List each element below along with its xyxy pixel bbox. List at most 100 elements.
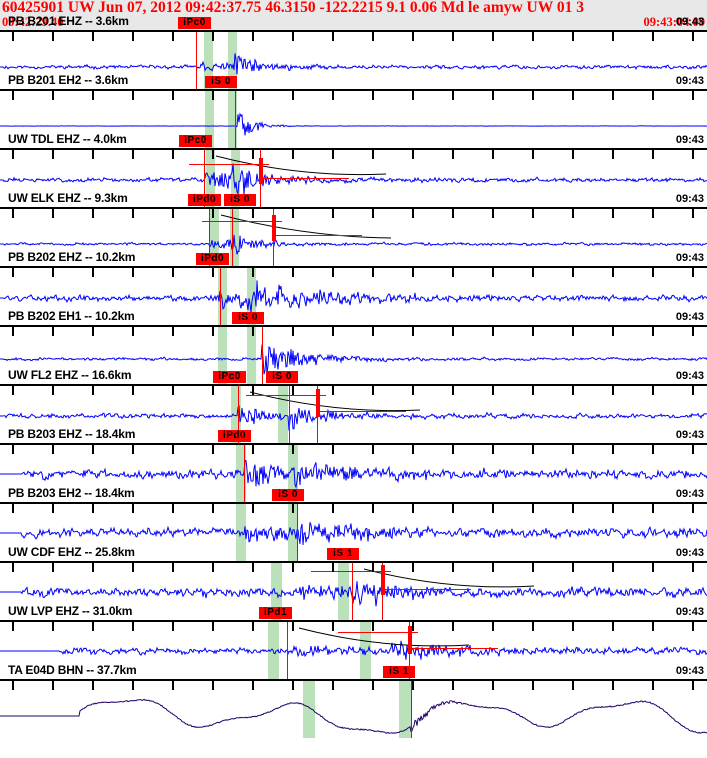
time-axis bbox=[0, 679, 707, 681]
amplitude-marker[interactable] bbox=[408, 626, 412, 654]
axis-tick bbox=[172, 445, 174, 454]
trace-time-label: 09:43 bbox=[675, 311, 704, 323]
phase-pick-line[interactable] bbox=[262, 325, 263, 384]
axis-tick bbox=[452, 32, 454, 41]
axis-tick bbox=[412, 150, 414, 159]
coda-window-band bbox=[360, 620, 371, 679]
axis-tick bbox=[92, 622, 94, 631]
phase-pick-label[interactable]: iPd0 bbox=[218, 430, 251, 442]
axis-tick bbox=[692, 445, 694, 454]
amplitude-marker[interactable] bbox=[259, 158, 263, 184]
trace-panel[interactable]: iPc0 iS 0 UW FL2 EHZ -- 16.6km 09:43 bbox=[0, 369, 707, 443]
phase-pick-line[interactable] bbox=[204, 148, 205, 207]
phase-pick-label[interactable]: iS 0 bbox=[205, 76, 237, 88]
axis-tick bbox=[372, 268, 374, 277]
axis-tick bbox=[492, 386, 494, 395]
axis-tick bbox=[652, 268, 654, 277]
axis-tick bbox=[412, 268, 414, 277]
phase-pick-label[interactable]: iPc0 bbox=[178, 17, 211, 29]
trace-panel[interactable]: iPc0 PB B201 EHZ -- 3.6km 09:43 bbox=[0, 15, 707, 89]
axis-tick bbox=[52, 445, 54, 454]
phase-pick-line[interactable] bbox=[232, 207, 233, 266]
phase-pick-label[interactable]: iS 0 bbox=[232, 312, 264, 324]
axis-tick bbox=[212, 681, 214, 690]
phase-pick-label[interactable]: iPc0 bbox=[179, 135, 212, 147]
axis-tick bbox=[172, 32, 174, 41]
axis-tick bbox=[412, 91, 414, 100]
axis-tick bbox=[252, 268, 254, 277]
axis-tick bbox=[132, 445, 134, 454]
trace-time-label: 09:43 bbox=[675, 429, 704, 441]
axis-tick bbox=[132, 622, 134, 631]
phase-pick-label[interactable]: iS 0 bbox=[224, 194, 256, 206]
time-axis bbox=[0, 443, 707, 445]
axis-tick bbox=[692, 209, 694, 218]
axis-tick bbox=[212, 209, 214, 218]
trace-panel[interactable]: iS 0 PB B202 EH1 -- 10.2km 09:43 bbox=[0, 310, 707, 384]
coda-window-band bbox=[399, 679, 411, 738]
phase-pick-label[interactable]: iPd0 bbox=[188, 194, 221, 206]
axis-tick bbox=[612, 150, 614, 159]
trace-panel[interactable]: iPd0 PB B203 EHZ -- 18.4km 09:43 bbox=[0, 428, 707, 502]
phase-pick-label[interactable]: iS 0 bbox=[266, 371, 298, 383]
axis-tick bbox=[12, 150, 14, 159]
axis-tick bbox=[372, 386, 374, 395]
axis-tick bbox=[132, 32, 134, 41]
axis-tick bbox=[12, 91, 14, 100]
trace-panel[interactable]: iPd0 PB B202 EHZ -- 10.2km 09:43 bbox=[0, 251, 707, 325]
phase-pick-label[interactable]: iPd0 bbox=[196, 253, 229, 265]
phase-pick-label[interactable]: iS 0 bbox=[272, 489, 304, 501]
phase-pick-label[interactable]: iPc0 bbox=[213, 371, 246, 383]
axis-tick bbox=[172, 681, 174, 690]
axis-tick bbox=[652, 32, 654, 41]
phase-pick-line[interactable] bbox=[287, 620, 288, 679]
axis-tick bbox=[572, 327, 574, 336]
amplitude-marker-stem bbox=[409, 620, 410, 679]
trace-time-label: 09:43 bbox=[675, 75, 704, 87]
amplitude-marker[interactable] bbox=[316, 389, 320, 417]
time-axis bbox=[0, 620, 707, 622]
axis-tick bbox=[52, 563, 54, 572]
phase-pick-line[interactable] bbox=[244, 443, 245, 502]
phase-pick-line[interactable] bbox=[238, 384, 239, 443]
axis-tick bbox=[132, 504, 134, 513]
phase-pick-line[interactable] bbox=[209, 207, 210, 266]
trace-panel[interactable]: iS 0 PB B201 EH2 -- 3.6km 09:43 bbox=[0, 74, 707, 148]
trace-panel[interactable]: iPc0 UW TDL EHZ -- 4.0km 09:43 bbox=[0, 133, 707, 207]
phase-pick-line[interactable] bbox=[411, 679, 412, 738]
axis-tick bbox=[212, 622, 214, 631]
trace-panel[interactable]: iPd1 UW LVP EHZ -- 31.0km 09:43 bbox=[0, 605, 707, 679]
axis-tick bbox=[292, 445, 294, 454]
coda-window-band bbox=[338, 561, 349, 620]
axis-tick bbox=[172, 268, 174, 277]
phase-pick-label[interactable]: iS 1 bbox=[327, 548, 359, 560]
trace-panel[interactable]: iS 0 PB B203 EH2 -- 18.4km 09:43 bbox=[0, 487, 707, 561]
axis-tick bbox=[92, 445, 94, 454]
amplitude-marker[interactable] bbox=[272, 215, 276, 241]
coda-window-band bbox=[231, 148, 240, 207]
axis-tick bbox=[692, 622, 694, 631]
amplitude-marker[interactable] bbox=[381, 565, 385, 595]
axis-tick bbox=[452, 209, 454, 218]
axis-tick bbox=[412, 563, 414, 572]
phase-pick-line[interactable] bbox=[196, 30, 197, 89]
trace-panel[interactable]: iS 1 UW CDF EHZ -- 25.8km 09:43 bbox=[0, 546, 707, 620]
phase-pick-line[interactable] bbox=[220, 266, 221, 325]
phase-pick-line[interactable] bbox=[352, 561, 353, 620]
phase-pick-line[interactable] bbox=[289, 384, 290, 443]
axis-tick bbox=[212, 445, 214, 454]
amplitude-level-line bbox=[202, 221, 282, 222]
trace-panel[interactable]: iPd0 iS 0 UW ELK EHZ -- 9.3km 09:43 bbox=[0, 192, 707, 266]
axis-tick bbox=[652, 209, 654, 218]
amplitude-level-line bbox=[316, 411, 406, 412]
trace-panel[interactable]: iS 1 TA E04D BHN -- 37.7km 09:43 bbox=[0, 664, 707, 738]
phase-pick-line[interactable] bbox=[235, 89, 236, 148]
phase-pick-label[interactable]: iS 1 bbox=[383, 666, 415, 678]
trace-label: UW ELK EHZ -- 9.3km bbox=[8, 191, 128, 205]
amplitude-marker-stem bbox=[273, 207, 274, 266]
axis-tick bbox=[612, 268, 614, 277]
axis-tick bbox=[212, 32, 214, 41]
phase-pick-label[interactable]: iPd1 bbox=[259, 607, 292, 619]
axis-tick bbox=[132, 91, 134, 100]
phase-pick-line[interactable] bbox=[297, 502, 298, 561]
